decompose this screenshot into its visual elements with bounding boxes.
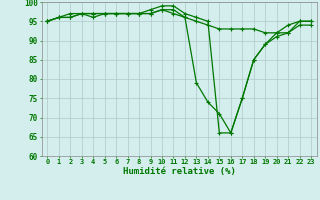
X-axis label: Humidité relative (%): Humidité relative (%) <box>123 167 236 176</box>
